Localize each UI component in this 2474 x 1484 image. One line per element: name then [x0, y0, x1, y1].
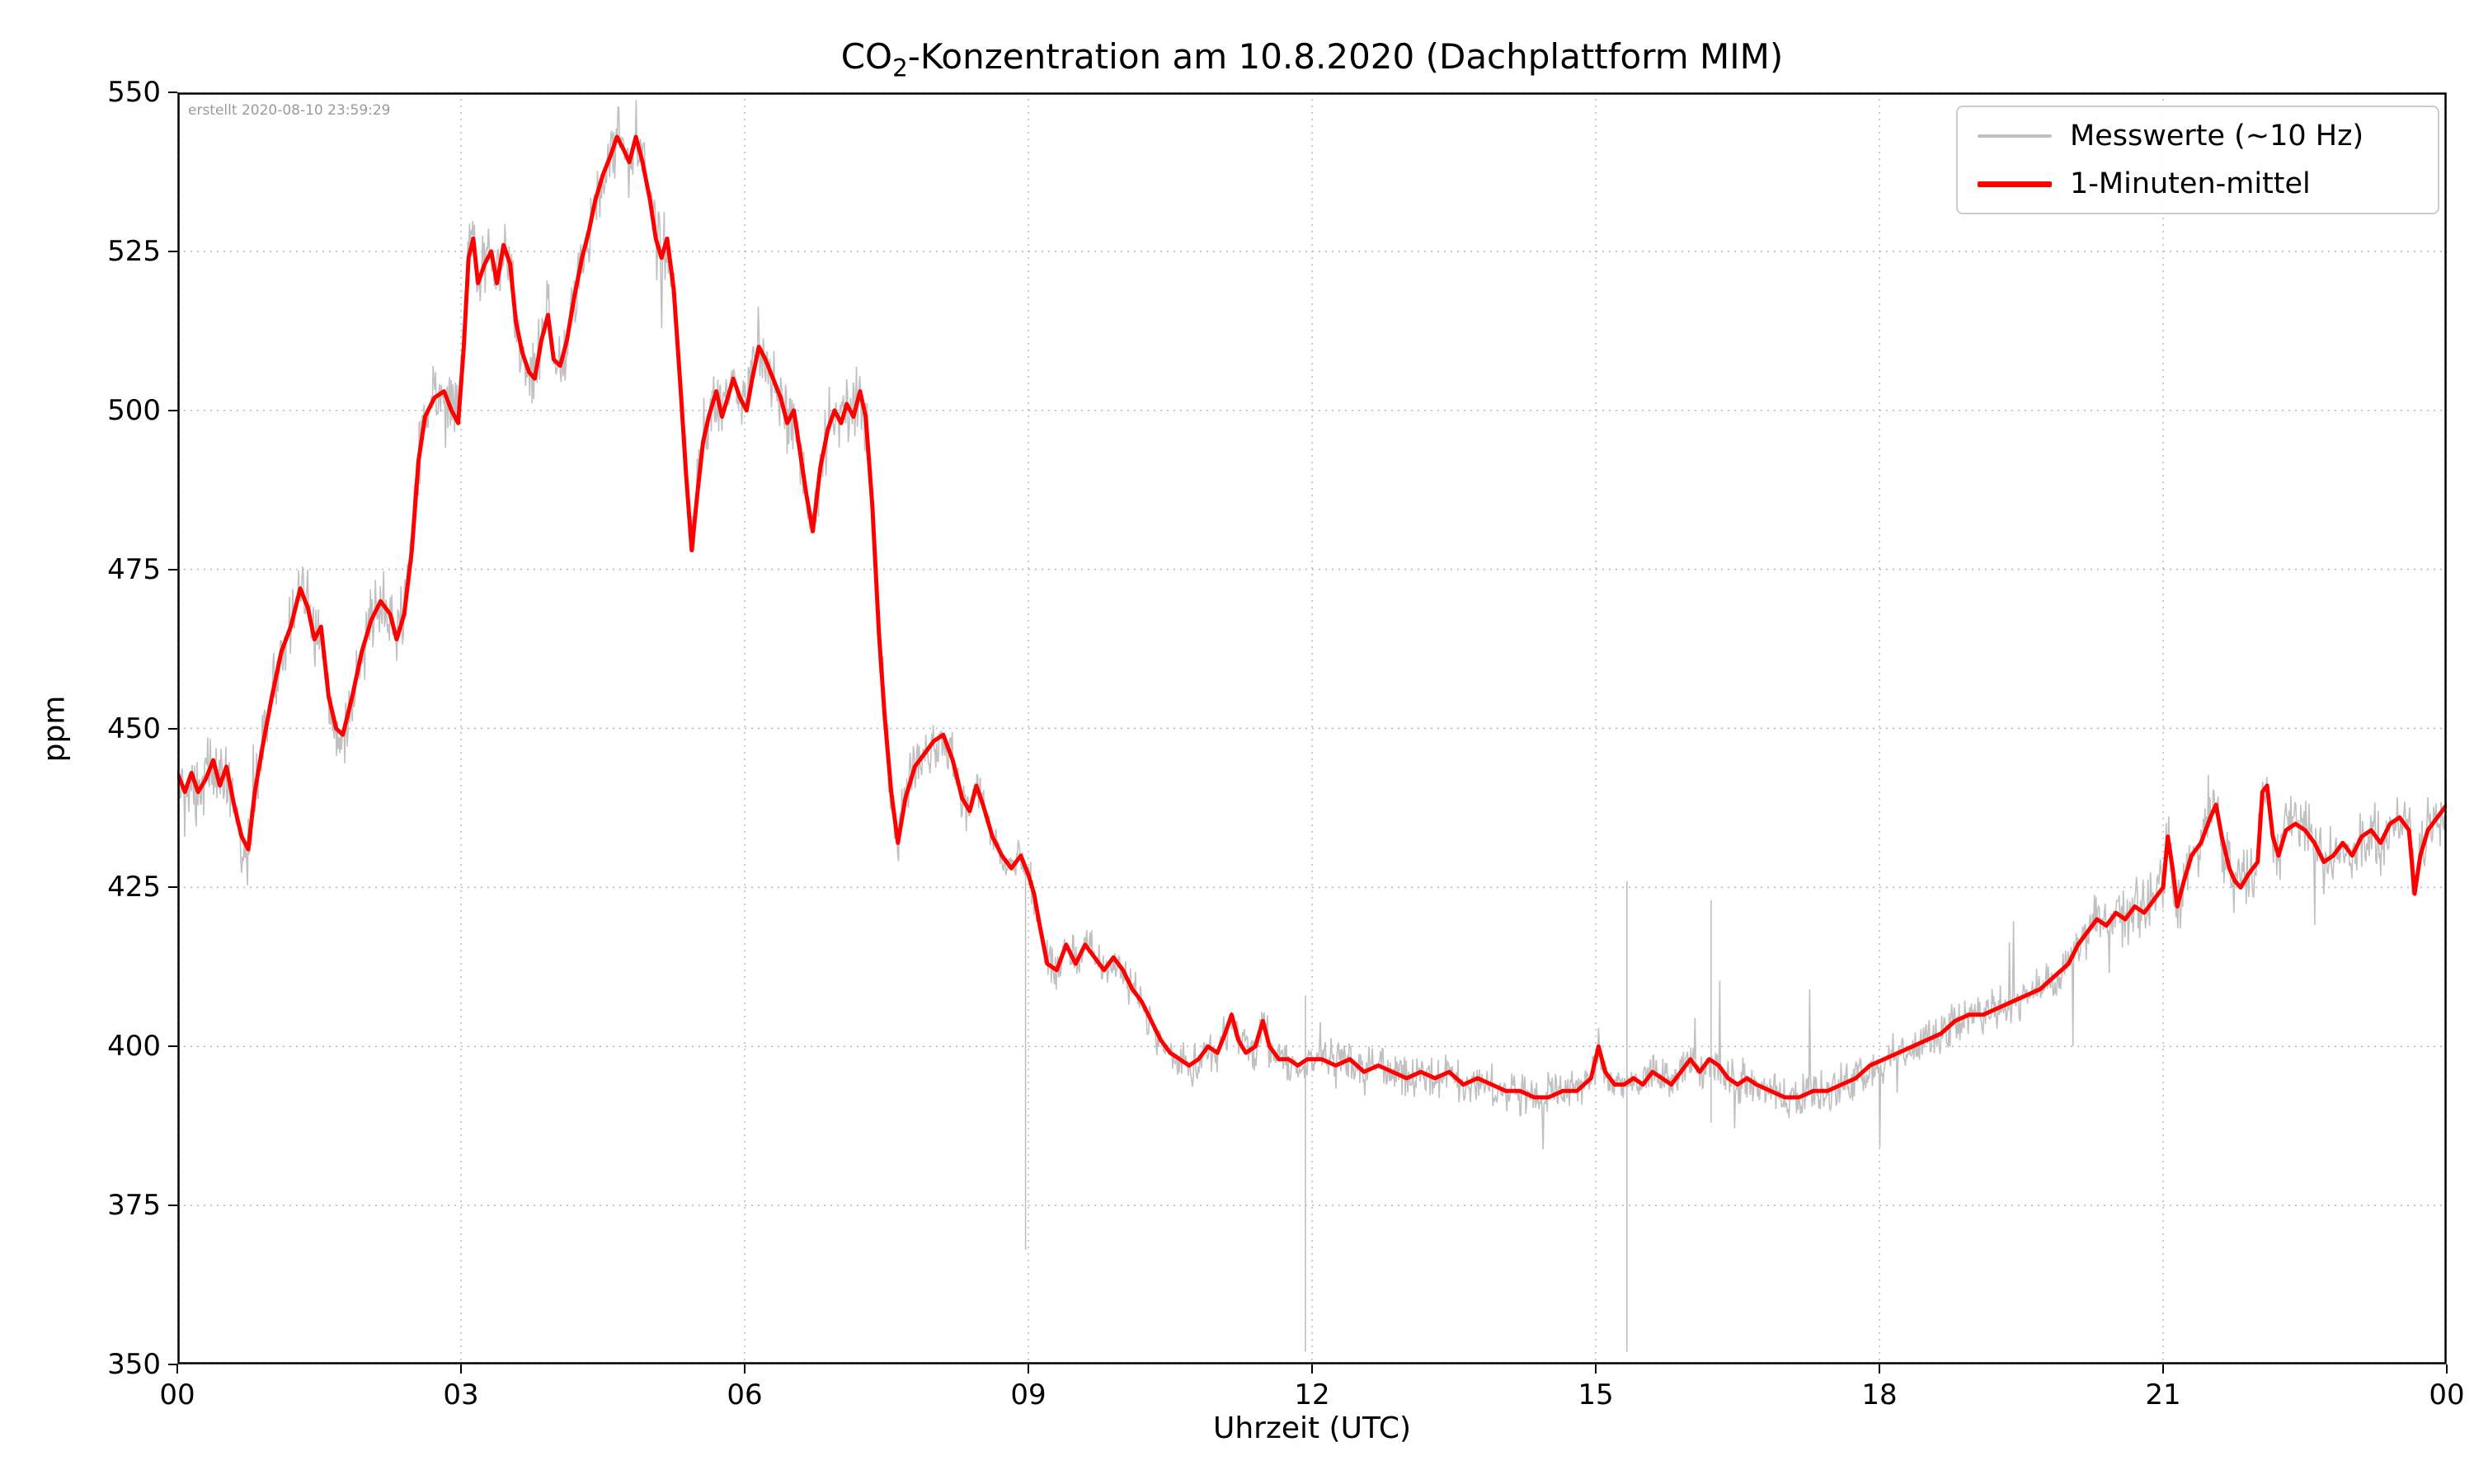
y-tick-label: 425 [107, 871, 161, 904]
x-tick-label: 00 [2429, 1378, 2465, 1411]
y-tick-label: 500 [107, 393, 161, 427]
x-tick-mark [744, 1364, 745, 1374]
y-tick-mark [168, 1205, 177, 1207]
x-tick-label: 12 [1294, 1378, 1330, 1411]
legend-item-mittel: 1-Minuten-mittel [1958, 167, 2438, 200]
x-tick-label: 09 [1010, 1378, 1047, 1411]
x-tick-mark [1595, 1364, 1597, 1374]
y-tick-mark [168, 92, 177, 93]
chart-title: CO2-Konzentration am 10.8.2020 (Dachplat… [177, 36, 2447, 82]
x-tick-mark [2446, 1364, 2448, 1374]
chart-title-text: CO [840, 36, 893, 77]
y-tick-label: 350 [107, 1348, 161, 1381]
series-1-minuten-mittel [177, 134, 2447, 1100]
legend-label-messwerte: Messwerte (~10 Hz) [2070, 120, 2364, 153]
legend-item-messwerte: Messwerte (~10 Hz) [1958, 120, 2438, 153]
x-tick-label: 03 [443, 1378, 479, 1411]
x-tick-mark [1311, 1364, 1313, 1374]
legend: Messwerte (~10 Hz) 1-Minuten-mittel [1956, 106, 2439, 214]
chart-title-suffix: -Konzentration am 10.8.2020 (Dachplattfo… [907, 36, 1784, 77]
chart-title-subscript: 2 [892, 54, 908, 82]
y-tick-label: 525 [107, 234, 161, 268]
y-tick-mark [168, 1364, 177, 1365]
y-tick-mark [168, 409, 177, 411]
legend-line-sample-messwerte [1978, 134, 2052, 138]
x-tick-mark [1879, 1364, 1880, 1374]
plot-area [177, 92, 2447, 1364]
y-tick-label: 400 [107, 1030, 161, 1064]
y-tick-mark [168, 727, 177, 730]
y-tick-mark [168, 1045, 177, 1048]
y-tick-label: 475 [107, 552, 161, 586]
x-axis-label: Uhrzeit (UTC) [1212, 1411, 1412, 1445]
x-tick-label: 06 [727, 1378, 763, 1411]
creation-timestamp: erstellt 2020-08-10 23:59:29 [188, 102, 391, 119]
legend-line-sample-mittel [1978, 181, 2052, 187]
y-tick-label: 550 [107, 76, 161, 109]
x-tick-mark [460, 1364, 462, 1374]
x-tick-label: 21 [2145, 1378, 2181, 1411]
y-tick-label: 450 [107, 711, 161, 745]
y-tick-mark [168, 250, 177, 252]
x-tick-label: 18 [1861, 1378, 1898, 1411]
legend-label-mittel: 1-Minuten-mittel [2070, 167, 2311, 200]
gridlines [177, 92, 2447, 1364]
y-tick-mark [168, 886, 177, 889]
x-tick-mark [2162, 1364, 2164, 1374]
x-tick-label: 00 [159, 1378, 195, 1411]
x-tick-mark [176, 1364, 178, 1374]
y-axis-label: ppm [37, 695, 72, 763]
axes-frame [177, 92, 2447, 1364]
y-tick-label: 375 [107, 1189, 161, 1223]
x-tick-label: 15 [1578, 1378, 1614, 1411]
x-tick-mark [1028, 1364, 1029, 1374]
series-messwerte [177, 100, 2447, 1352]
y-tick-mark [168, 568, 177, 571]
